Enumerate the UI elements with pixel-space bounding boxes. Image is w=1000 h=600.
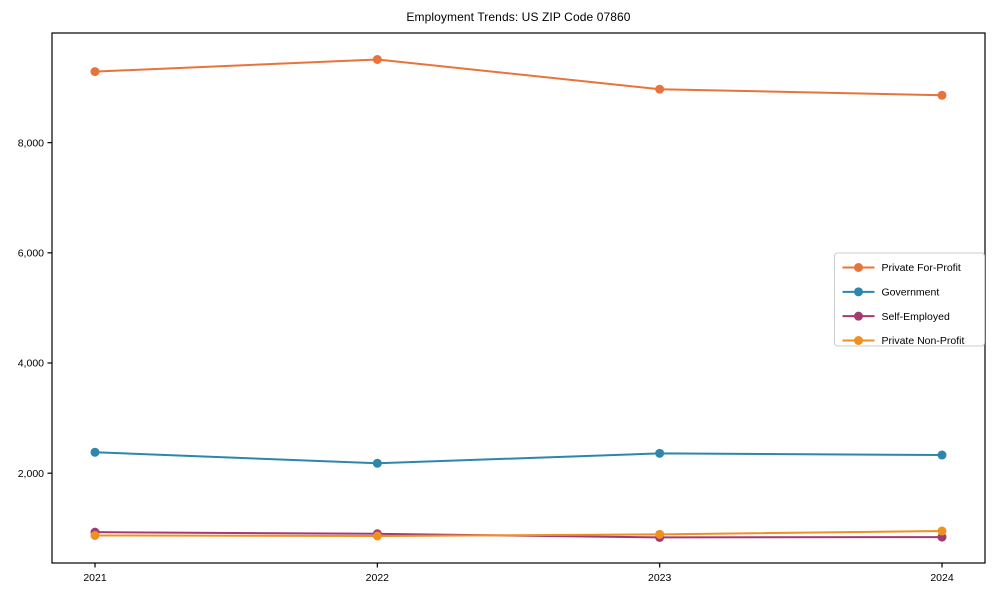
y-tick-label: 6,000 [18, 248, 44, 260]
legend-marker [854, 287, 863, 297]
series-private-non-profit [90, 526, 947, 541]
data-point [655, 529, 665, 539]
legend-entry-private-for-profit: Private For-Profit [842, 262, 961, 274]
data-point [90, 530, 100, 540]
y-tick-label: 8,000 [18, 137, 44, 149]
series-line [94, 451, 943, 465]
legend-marker [854, 263, 863, 272]
legend-label: Private Non-Profit [882, 335, 965, 347]
data-point [372, 458, 382, 468]
data-point [90, 447, 100, 457]
chart-title: Employment Trends: US ZIP Code 07860 [406, 10, 631, 24]
data-point [937, 526, 947, 536]
data-point [655, 84, 665, 94]
legend-label: Government [882, 287, 940, 299]
legend-entry-government: Government [842, 287, 940, 299]
data-point [937, 90, 947, 100]
data-point [937, 450, 947, 460]
legend-marker [854, 336, 863, 345]
data-point [372, 531, 382, 541]
legend-label: Self-Employed [882, 311, 950, 323]
legend-entry-self-employed: Self-Employed [842, 311, 950, 323]
series-government [90, 447, 947, 468]
x-axis: 2021 2022 2023 2024 [83, 563, 954, 584]
legend: Private For-Profit Government Self-Employe… [834, 252, 985, 347]
x-tick-label: 2024 [930, 572, 954, 584]
legend-marker [854, 311, 863, 321]
y-tick-label: 2,000 [18, 468, 44, 480]
data-point [655, 448, 665, 458]
data-point [90, 67, 100, 77]
series-line [94, 530, 943, 538]
data-point [372, 54, 382, 64]
x-tick-label: 2023 [648, 572, 672, 584]
legend-entry-private-non-profit: Private Non-Profit [842, 335, 965, 347]
legend-label: Private For-Profit [882, 262, 961, 274]
legend-box [834, 252, 985, 347]
y-axis: 2,000 4,000 6,000 8,000 [18, 137, 52, 480]
y-tick-label: 4,000 [18, 358, 44, 370]
x-tick-label: 2022 [366, 572, 390, 584]
series-private-for-profit [90, 54, 947, 100]
x-tick-label: 2021 [83, 572, 107, 584]
series-line [94, 58, 943, 97]
